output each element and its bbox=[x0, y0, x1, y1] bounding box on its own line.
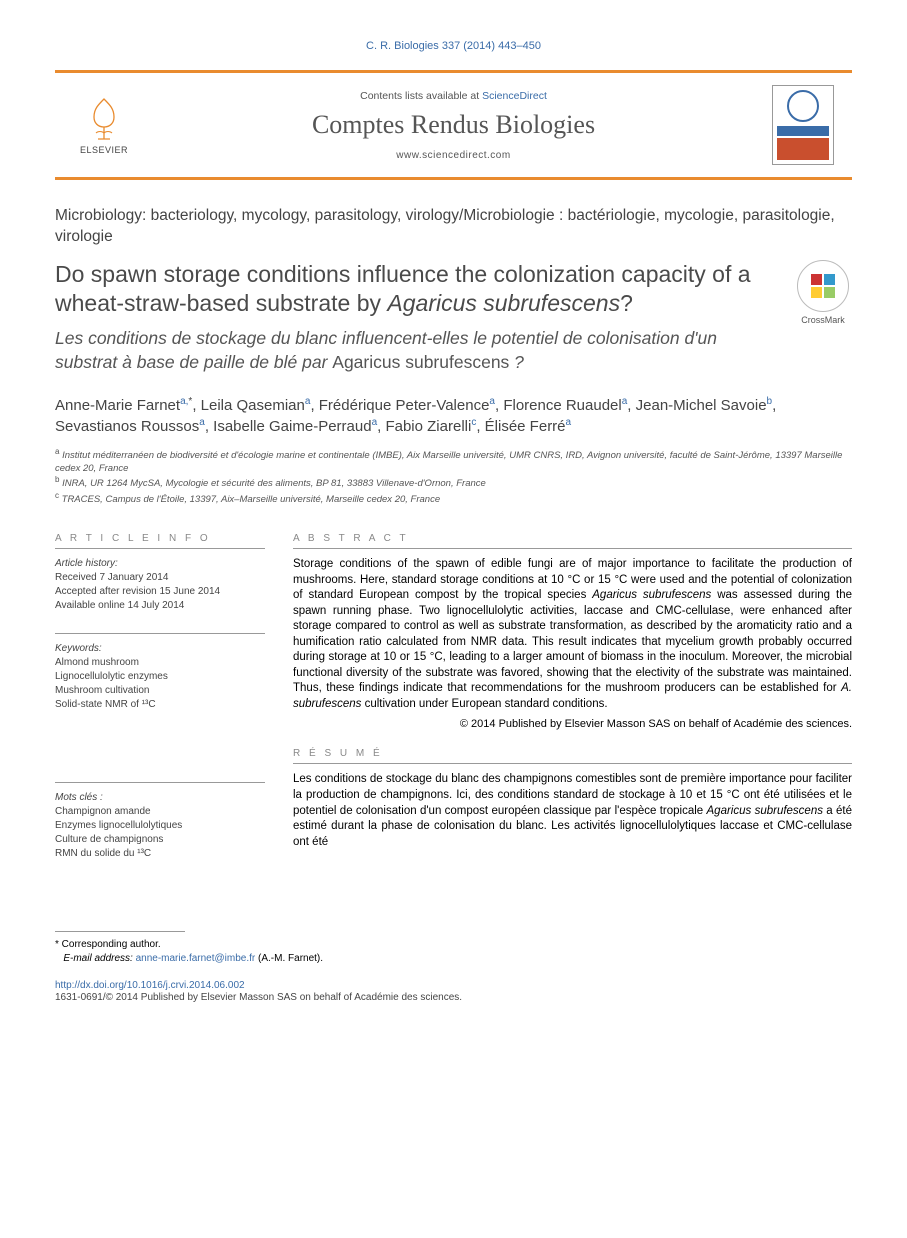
article-info-column: A R T I C L E I N F O Article history: R… bbox=[55, 533, 265, 881]
doi-line: http://dx.doi.org/10.1016/j.crvi.2014.06… bbox=[55, 980, 852, 991]
email-label: E-mail address: bbox=[63, 953, 135, 964]
history-accepted: Accepted after revision 15 June 2014 bbox=[55, 585, 265, 599]
title-en-italic: Agaricus subrufescens bbox=[387, 290, 620, 316]
resume-body: Les conditions de stockage du blanc des … bbox=[293, 772, 852, 850]
abstract-column: A B S T R A C T Storage conditions of th… bbox=[293, 533, 852, 881]
motscles-block: Mots clés : Champignon amande Enzymes li… bbox=[55, 782, 265, 861]
title-fr-part2: ? bbox=[509, 352, 524, 372]
email-tail: (A.-M. Farnet). bbox=[255, 953, 323, 964]
affiliation-b-text: INRA, UR 1264 MycSA, Mycologie et sécuri… bbox=[62, 479, 486, 490]
motcle: Culture de champignons bbox=[55, 833, 265, 847]
affiliation-c-text: TRACES, Campus de l'Étoile, 13397, Aix–M… bbox=[62, 495, 440, 506]
resume-head: R É S U M É bbox=[293, 748, 852, 764]
title-en-part2: ? bbox=[620, 290, 633, 316]
article-title: Do spawn storage conditions influence th… bbox=[55, 260, 774, 318]
abstract-text-3: cultivation under European standard cond… bbox=[361, 698, 607, 710]
title-fr-upright: Agaricus subrufescens bbox=[332, 352, 509, 372]
keyword: Lignocellulolytic enzymes bbox=[55, 670, 265, 684]
crossmark-widget[interactable]: CrossMark bbox=[794, 260, 852, 325]
motcle: Champignon amande bbox=[55, 805, 265, 819]
cover-seal-icon bbox=[787, 90, 819, 122]
keywords-label: Keywords: bbox=[55, 642, 265, 656]
elsevier-text: ELSEVIER bbox=[80, 145, 128, 155]
crossmark-label: CrossMark bbox=[794, 315, 852, 325]
journal-header: ELSEVIER Contents lists available at Sci… bbox=[55, 70, 852, 180]
abstract-text-2: was assessed during the spawn running ph… bbox=[293, 589, 852, 694]
abstract-copyright: © 2014 Published by Elsevier Masson SAS … bbox=[293, 718, 852, 730]
top-citation: C. R. Biologies 337 (2014) 443–450 bbox=[55, 40, 852, 52]
affiliations: a Institut méditerranéen de biodiversité… bbox=[55, 447, 852, 508]
affiliation-a: a Institut méditerranéen de biodiversité… bbox=[55, 447, 852, 476]
keyword: Almond mushroom bbox=[55, 656, 265, 670]
abstract-italic-1: Agaricus subrufescens bbox=[592, 589, 711, 601]
corr-label: Corresponding author. bbox=[62, 939, 161, 950]
article-info-head: A R T I C L E I N F O bbox=[55, 533, 265, 549]
elsevier-logo: ELSEVIER bbox=[73, 95, 135, 155]
contents-line: Contents lists available at ScienceDirec… bbox=[135, 90, 772, 102]
elsevier-tree-icon bbox=[80, 95, 128, 143]
affiliation-c: c TRACES, Campus de l'Étoile, 13397, Aix… bbox=[55, 491, 852, 507]
corresponding-author: * Corresponding author. E-mail address: … bbox=[55, 938, 852, 966]
history-label: Article history: bbox=[55, 557, 265, 571]
history-online: Available online 14 July 2014 bbox=[55, 599, 265, 613]
abstract-body: Storage conditions of the spawn of edibl… bbox=[293, 557, 852, 712]
history-received: Received 7 January 2014 bbox=[55, 571, 265, 585]
issn-line: 1631-0691/© 2014 Published by Elsevier M… bbox=[55, 992, 852, 1003]
affiliation-a-text: Institut méditerranéen de biodiversité e… bbox=[55, 450, 842, 474]
keyword: Mushroom cultivation bbox=[55, 684, 265, 698]
author-list: Anne-Marie Farneta,*, Leila Qasemiana, F… bbox=[55, 395, 852, 437]
journal-cover-thumb bbox=[772, 85, 834, 165]
journal-url[interactable]: www.sciencedirect.com bbox=[135, 150, 772, 161]
footnote-separator bbox=[55, 931, 185, 932]
motcle: Enzymes lignocellulolytiques bbox=[55, 819, 265, 833]
sciencedirect-link[interactable]: ScienceDirect bbox=[482, 90, 547, 102]
journal-name: Comptes Rendus Biologies bbox=[135, 110, 772, 140]
keywords-block: Keywords: Almond mushroom Lignocelluloly… bbox=[55, 633, 265, 712]
doi-link[interactable]: http://dx.doi.org/10.1016/j.crvi.2014.06… bbox=[55, 980, 245, 991]
keyword: Solid-state NMR of ¹³C bbox=[55, 698, 265, 712]
resume-italic-1: Agaricus subrufescens bbox=[707, 805, 823, 817]
article-type: Microbiology: bacteriology, mycology, pa… bbox=[55, 206, 852, 248]
crossmark-badge-icon bbox=[797, 260, 849, 312]
abstract-head: A B S T R A C T bbox=[293, 533, 852, 549]
motcle: RMN du solide du ¹³C bbox=[55, 847, 265, 861]
motscles-label: Mots clés : bbox=[55, 791, 265, 805]
article-title-fr: Les conditions de stockage du blanc infl… bbox=[55, 327, 774, 374]
affiliation-b: b INRA, UR 1264 MycSA, Mycologie et sécu… bbox=[55, 475, 852, 491]
contents-prefix: Contents lists available at bbox=[360, 90, 482, 102]
author-email-link[interactable]: anne-marie.farnet@imbe.fr bbox=[136, 953, 256, 964]
article-history: Article history: Received 7 January 2014… bbox=[55, 557, 265, 613]
